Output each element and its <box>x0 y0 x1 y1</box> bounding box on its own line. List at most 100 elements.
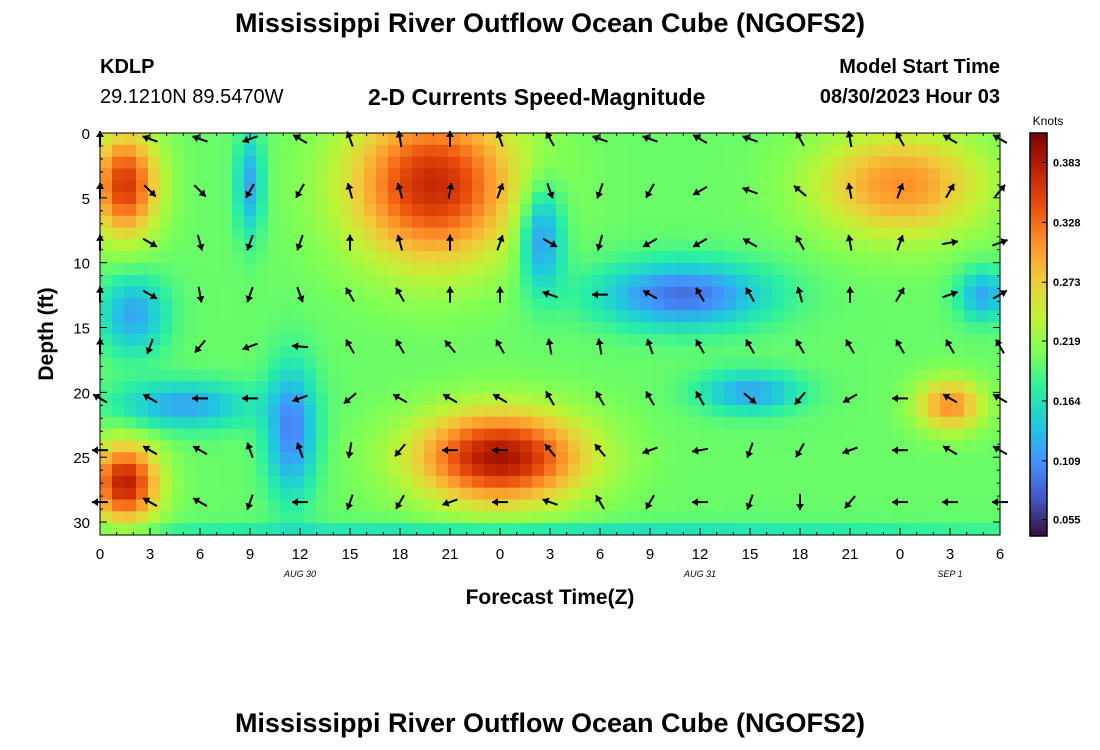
heatmap-cell <box>676 239 689 252</box>
heatmap-cell <box>532 263 545 276</box>
heatmap-cell <box>112 369 125 382</box>
heatmap-cell <box>268 464 281 477</box>
heatmap-cell <box>712 310 725 323</box>
heatmap-cell <box>664 274 677 288</box>
heatmap-cell <box>184 357 197 371</box>
heatmap-cell <box>436 215 449 229</box>
current-arrow <box>845 182 854 199</box>
heatmap-cell <box>376 192 389 205</box>
heatmap-cell <box>256 416 269 430</box>
heatmap-cell <box>844 511 857 524</box>
heatmap-cell <box>736 404 749 418</box>
heatmap-cell <box>784 322 797 335</box>
heatmap-cell <box>532 322 545 335</box>
heatmap-cell <box>712 357 725 371</box>
heatmap-cell <box>604 381 617 394</box>
heatmap-cell <box>520 156 533 170</box>
heatmap-cell <box>460 523 473 536</box>
heatmap-cell <box>700 203 713 217</box>
heatmap-cell <box>844 322 857 335</box>
heatmap-cell <box>868 464 881 477</box>
heatmap-cell <box>424 144 437 158</box>
heatmap-cell <box>664 511 677 524</box>
heatmap-cell <box>724 227 737 241</box>
heatmap-cell <box>844 475 857 489</box>
heatmap-cell <box>484 310 497 323</box>
heatmap-cell <box>652 452 665 465</box>
current-arrow <box>496 234 505 251</box>
heatmap-cell <box>568 215 581 229</box>
heatmap-cell <box>868 274 881 288</box>
heatmap-cell <box>568 133 581 146</box>
heatmap-cell <box>580 381 593 394</box>
heatmap-cell <box>352 511 365 524</box>
heatmap-cell <box>676 227 689 241</box>
heatmap-cell <box>700 440 713 453</box>
heatmap-cell <box>628 440 641 453</box>
heatmap-cell <box>220 452 233 465</box>
heatmap-cell <box>592 263 605 276</box>
heatmap-cell <box>688 381 701 394</box>
heatmap-cell <box>808 298 821 311</box>
heatmap-cell <box>172 452 185 465</box>
heatmap-cell <box>940 180 953 193</box>
heatmap-cell <box>868 416 881 430</box>
heatmap-cell <box>436 381 449 394</box>
heatmap-cell <box>976 298 989 311</box>
heatmap-cell <box>784 286 797 300</box>
current-arrow <box>345 182 354 199</box>
heatmap-cell <box>196 369 209 382</box>
x-tick-label: 6 <box>996 546 1004 563</box>
heatmap-cell <box>604 416 617 430</box>
heatmap-cell <box>112 239 125 252</box>
heatmap-cell <box>400 416 413 430</box>
heatmap-cell <box>328 192 341 205</box>
heatmap-cell <box>208 192 221 205</box>
heatmap-cell <box>160 310 173 323</box>
heatmap-cell <box>316 440 329 453</box>
heatmap-cell <box>508 298 521 311</box>
heatmap-cell <box>508 369 521 382</box>
heatmap-cell <box>508 203 521 217</box>
heatmap-cell <box>844 345 857 359</box>
heatmap-cell <box>532 227 545 241</box>
heatmap-cell <box>148 310 161 323</box>
heatmap-cell <box>868 310 881 323</box>
heatmap-cell <box>316 322 329 335</box>
heatmap-cell <box>328 322 341 335</box>
heatmap-cell <box>232 404 245 418</box>
heatmap-cell <box>820 523 833 536</box>
heatmap-cell <box>652 227 665 241</box>
heatmap-cell <box>184 452 197 465</box>
heatmap-cell <box>676 215 689 229</box>
heatmap-cell <box>976 168 989 181</box>
current-arrow <box>942 290 958 299</box>
heatmap-cell <box>880 511 893 524</box>
heatmap-cell <box>616 251 629 264</box>
heatmap-cell <box>712 487 725 501</box>
heatmap-cell <box>364 168 377 181</box>
heatmap-cell <box>868 133 881 146</box>
heatmap-cell <box>448 464 461 477</box>
heatmap-cell <box>520 180 533 193</box>
heatmap-cell <box>136 428 149 442</box>
heatmap-cell <box>676 203 689 217</box>
heatmap-cell <box>520 322 533 335</box>
heatmap-cell <box>232 227 245 241</box>
heatmap-cell <box>532 144 545 158</box>
heatmap-cell <box>124 239 137 252</box>
heatmap-cell <box>784 404 797 418</box>
heatmap-cell <box>688 144 701 158</box>
heatmap-cell <box>772 310 785 323</box>
heatmap-cell <box>760 251 773 264</box>
heatmap-cell <box>172 156 185 170</box>
heatmap-cell <box>628 523 641 536</box>
heatmap-cell <box>472 322 485 335</box>
heatmap-cell <box>952 416 965 430</box>
heatmap-cell <box>376 322 389 335</box>
heatmap-cell <box>364 428 377 442</box>
current-arrow <box>595 183 604 199</box>
heatmap-cell <box>544 144 557 158</box>
heatmap-cell <box>904 523 917 536</box>
heatmap-cell <box>328 404 341 418</box>
